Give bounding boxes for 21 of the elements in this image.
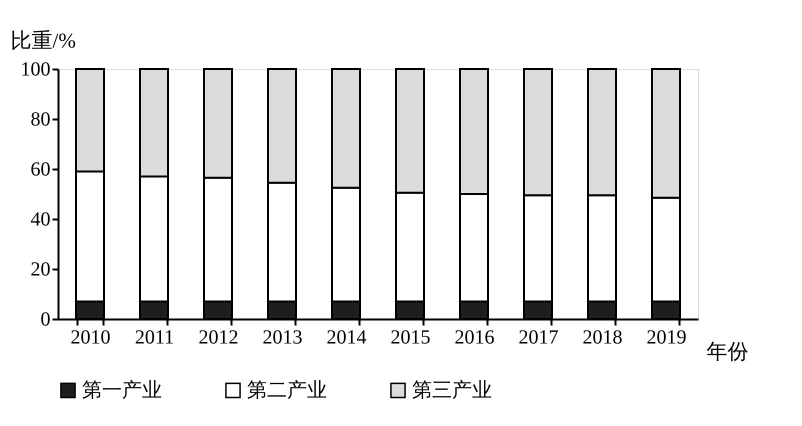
x-tick-label: 2018 [582,326,622,348]
y-tick-label: 100 [20,58,50,80]
x-tick-label: 2017 [518,326,558,348]
x-tick-label: 2016 [454,326,494,348]
y-tick-label: 0 [40,308,50,330]
x-tick-label: 2011 [134,326,174,348]
x-tick-label: 2014 [326,326,366,348]
x-tick-label: 2012 [198,326,238,348]
x-tick-label: 2015 [390,326,430,348]
x-tick-label: 2019 [646,326,686,348]
y-tick-label: 40 [30,208,50,230]
y-axis-title: 比重/% [10,28,76,52]
legend-label: 第二产业 [247,379,327,402]
x-tick-label: 2013 [262,326,302,348]
x-axis-title: 年份 [706,340,748,364]
legend-label: 第三产业 [412,379,492,402]
y-tick-label: 60 [30,158,50,180]
legend-label: 第一产业 [82,379,162,402]
y-tick-label: 80 [30,108,50,130]
x-tick-label: 2010 [70,326,110,348]
y-tick-label: 20 [30,258,50,280]
